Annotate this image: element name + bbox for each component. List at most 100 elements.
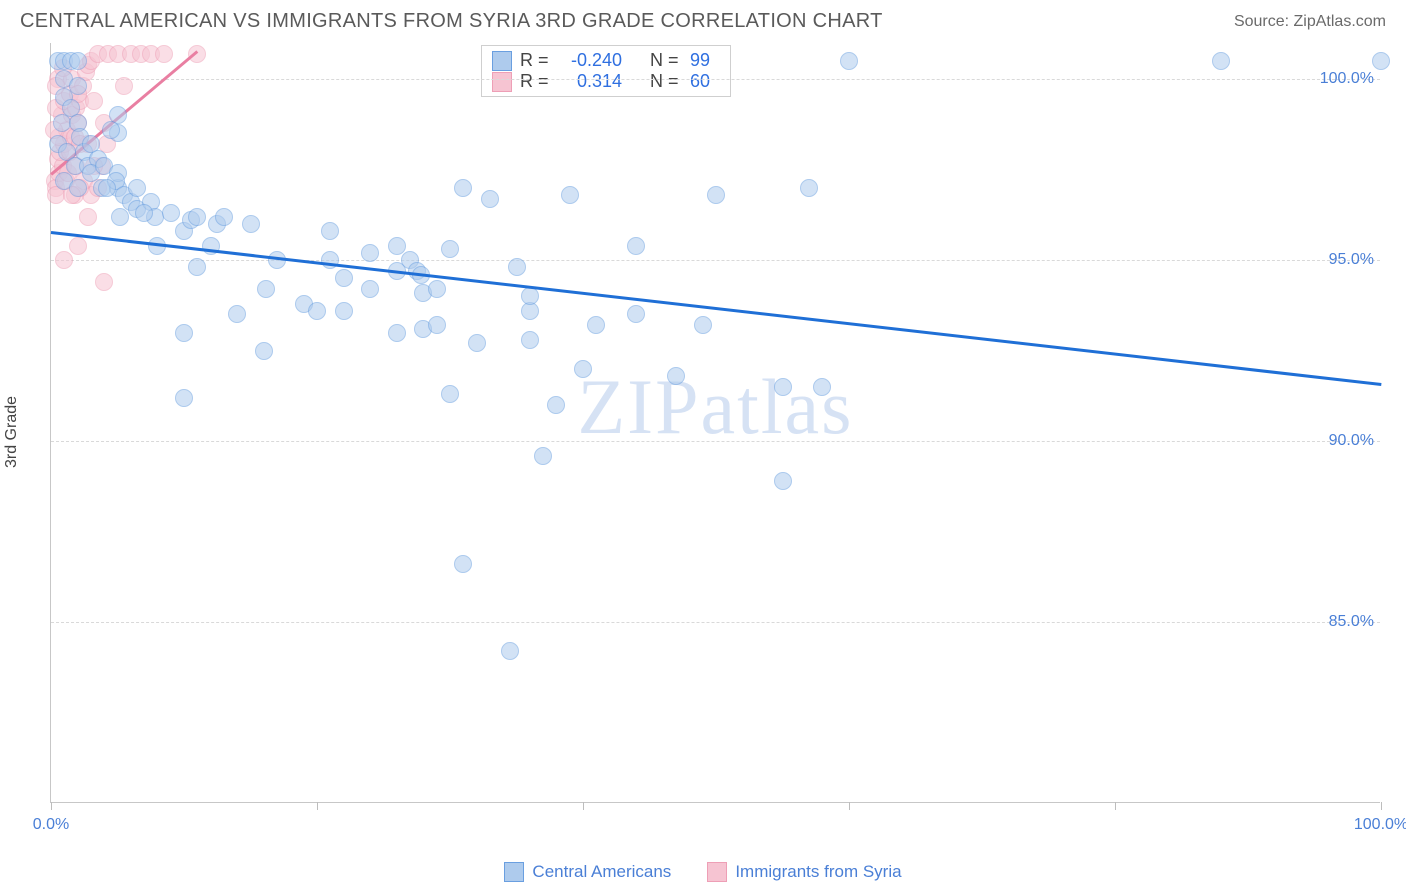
scatter-point [627,305,645,323]
scatter-point [667,367,685,385]
scatter-point [574,360,592,378]
source-label: Source: ZipAtlas.com [1234,13,1386,31]
x-tick [1381,802,1382,810]
scatter-point [388,324,406,342]
scatter-point [69,237,87,255]
scatter-point [561,186,579,204]
chart-title: CENTRAL AMERICAN VS IMMIGRANTS FROM SYRI… [20,10,883,33]
scatter-point [255,342,273,360]
scatter-point [69,52,87,70]
scatter-point [468,334,486,352]
scatter-point [361,280,379,298]
scatter-point [308,302,326,320]
correlation-row: R = -0.240 N = 99 [492,50,720,71]
scatter-point [627,237,645,255]
correlation-legend: R =-0.240N =99R =0.314N =60 [481,45,731,97]
series-legend: Central Americans Immigrants from Syria [0,862,1406,882]
y-tick-label: 95.0% [1329,251,1374,269]
scatter-point [501,642,519,660]
n-value: 99 [690,50,720,71]
scatter-point [428,316,446,334]
scatter-point [162,204,180,222]
x-tick [51,802,52,810]
scatter-point [79,208,97,226]
plot-area: 3rd Grade ZIPatlas R =-0.240N =99R =0.31… [50,43,1396,803]
x-tick-label: 100.0% [1354,816,1406,834]
y-tick-label: 100.0% [1320,70,1374,88]
scatter-point [85,92,103,110]
x-tick [849,802,850,810]
correlation-row: R =0.314N =60 [492,71,720,92]
legend-item: Central Americans [504,862,671,882]
scatter-point [128,179,146,197]
r-value: -0.240 [560,50,622,71]
scatter-point [454,555,472,573]
scatter-point [242,215,260,233]
scatter-point [521,287,539,305]
r-value: 0.314 [560,71,622,92]
legend-item: Immigrants from Syria [707,862,901,882]
scatter-point [215,208,233,226]
scatter-point [441,385,459,403]
n-label: N = [650,71,682,92]
scatter-point [321,222,339,240]
scatter-point [774,472,792,490]
scatter-point [98,179,116,197]
legend-swatch [492,51,512,71]
legend-swatch [492,72,512,92]
scatter-point [115,77,133,95]
gridline [51,441,1380,442]
scatter-point [534,447,552,465]
scatter-point [774,378,792,396]
scatter-point [1372,52,1390,70]
x-tick-label: 0.0% [33,816,69,834]
scatter-point [508,258,526,276]
watermark: ZIPatlas [578,362,854,452]
legend-swatch [504,862,524,882]
scatter-point [428,280,446,298]
scatter-point [335,302,353,320]
scatter-point [694,316,712,334]
trend-line [51,231,1381,385]
scatter-point [454,179,472,197]
scatter-point [188,208,206,226]
legend-swatch [707,862,727,882]
scatter-point [102,121,120,139]
scatter-point [321,251,339,269]
scatter-point [441,240,459,258]
scatter-point [175,389,193,407]
x-tick [1115,802,1116,810]
r-label: R = [520,50,552,71]
gridline [51,622,1380,623]
scatter-point [547,396,565,414]
scatter-point [228,305,246,323]
scatter-point [361,244,379,262]
y-tick-label: 90.0% [1329,432,1374,450]
legend-label: Immigrants from Syria [735,862,901,882]
x-tick [317,802,318,810]
scatter-point [388,237,406,255]
scatter-point [707,186,725,204]
scatter-point [587,316,605,334]
scatter-point [335,269,353,287]
scatter-point [55,251,73,269]
gridline [51,79,1380,80]
scatter-point [481,190,499,208]
scatter-point [95,273,113,291]
scatter-point [813,378,831,396]
r-label: R = [520,71,552,92]
x-tick [583,802,584,810]
scatter-point [257,280,275,298]
scatter-point [175,324,193,342]
scatter-point [69,179,87,197]
y-tick-label: 85.0% [1329,613,1374,631]
scatter-point [840,52,858,70]
scatter-point [521,331,539,349]
legend-label: Central Americans [532,862,671,882]
y-axis-label: 3rd Grade [3,396,21,468]
scatter-point [800,179,818,197]
n-label: N = [650,50,682,71]
scatter-point [135,204,153,222]
scatter-point [155,45,173,63]
scatter-point [1212,52,1230,70]
